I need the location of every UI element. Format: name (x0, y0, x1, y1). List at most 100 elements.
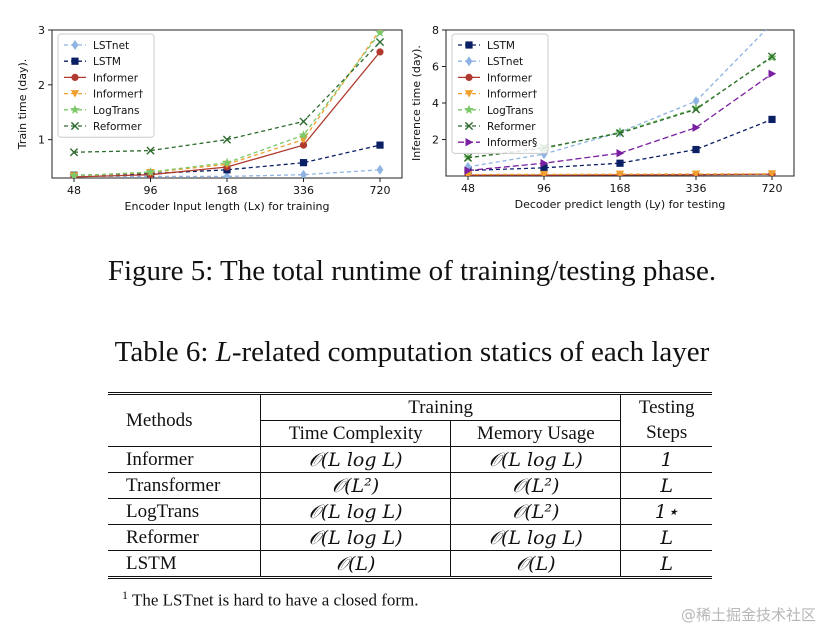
train-chart-data-point-stroke (375, 37, 385, 47)
inference-chart-legend-label: Informer§ (487, 137, 537, 149)
train-chart-legend-label: LSTM (93, 56, 121, 68)
cell-time-complexity: 𝒪(L²) (259, 472, 451, 499)
train-chart-data-point (375, 30, 385, 37)
inference-chart-y-tick-label: 2 (432, 134, 439, 147)
cell-method: Transformer (126, 474, 221, 496)
train-chart-legend-label: Informer† (93, 89, 143, 101)
train-chart-data-point (222, 135, 232, 144)
train-chart-x-label: Encoder Input length (Lx) for training (125, 200, 330, 213)
header-training: Training (259, 393, 621, 421)
inference-chart-legend-marker-stroke (464, 121, 474, 131)
train-chart-x-tick-label: 168 (217, 184, 238, 197)
inference-chart-data-point (768, 69, 777, 78)
train-chart-legend-marker (71, 73, 79, 81)
inference-chart-data-point (616, 148, 625, 158)
inference-chart-data-point (616, 159, 624, 167)
inference-chart-x-tick-label: 168 (610, 182, 631, 195)
train-chart-data-point-stroke (69, 148, 79, 157)
inference-chart-y-tick-label: 6 (432, 61, 439, 74)
inference-chart-data-point (464, 161, 472, 172)
train-chart-data-point (223, 171, 231, 178)
inference-chart-data-point (769, 19, 776, 29)
inference-chart-series-line (467, 118, 773, 172)
train-chart-series-line (74, 169, 381, 178)
table-row: LogTrans 𝒪(L log L) 𝒪(L²) 1⋆ (108, 498, 712, 525)
train-chart-legend-marker (70, 104, 80, 114)
inference-chart-series-line (467, 173, 773, 176)
train-chart-data-point (376, 141, 384, 149)
train-chart-data-point (298, 130, 309, 140)
inference-chart-legend-label: Reformer (487, 121, 536, 133)
inference-chart-data-point-stroke (691, 105, 701, 114)
inference-chart-legend-marker (464, 121, 474, 131)
train-chart-data-point (222, 157, 232, 167)
train-chart-legend-marker (71, 40, 79, 50)
inference-chart-legend-marker (465, 41, 473, 49)
inference-chart-legend-label: LSTM (487, 40, 515, 52)
train-chart-data-point (299, 117, 308, 126)
inference-chart-x-label: Decoder predict length (Ly) for testing (515, 198, 726, 211)
train-chart-data-point (299, 141, 308, 149)
inference-chart-y-tick-label: 4 (432, 97, 439, 110)
inference-chart-data-point (539, 170, 549, 176)
inference-chart-legend-marker (465, 73, 473, 81)
train-chart-y-tick-label: 3 (38, 24, 45, 37)
cell-steps: 1 (620, 446, 712, 473)
cell-steps: 1⋆ (620, 498, 712, 525)
inference-chart-data-point (691, 103, 701, 113)
table-caption: Table 6: L-related computation statics o… (114, 336, 710, 368)
train-chart-legend-marker-stroke (70, 121, 80, 131)
footnote-mark: 1 (122, 588, 128, 602)
inference-chart-legend-label: LogTrans (487, 105, 534, 117)
train-chart-legend-box (57, 33, 155, 138)
cell-memory-usage: 𝒪(L²) (450, 498, 621, 525)
figure-caption: Figure 5: The total runtime of training/… (107, 255, 717, 287)
cell-memory-usage: 𝒪(L²) (450, 472, 621, 499)
inference-chart-data-point (767, 170, 777, 176)
cell-method: Informer (126, 448, 194, 470)
cell-steps: L (620, 472, 712, 499)
inference-chart-data-point-stroke (615, 129, 625, 138)
header-time-complexity: Time Complexity (259, 420, 451, 447)
computation-table: Methods Training Testing Time Complexity… (108, 392, 712, 579)
train-chart-legend-label: Reformer (93, 121, 142, 133)
cell-time-complexity: 𝒪(L log L) (259, 524, 451, 551)
cell-memory-usage: 𝒪(L log L) (450, 524, 621, 551)
train-chart-data-point (375, 37, 385, 47)
train-chart: 48 96 168 336 720 1 2 3 Encoder Input length (Lx… (16, 24, 403, 213)
train-chart-data-point (69, 148, 79, 157)
inference-chart-data-point (768, 115, 776, 124)
train-chart-x-tick-label: 48 (67, 184, 81, 197)
inference-chart-data-point-stroke (767, 52, 777, 61)
inference-chart-legend-label: Informer (487, 72, 533, 84)
train-chart-y-tick-label: 2 (38, 79, 45, 92)
inference-chart-x-tick-label: 96 (537, 182, 551, 195)
train-chart-data-point (146, 146, 155, 155)
train-chart-data-point (69, 170, 79, 178)
inference-chart-x-tick-label: 336 (686, 182, 707, 195)
train-chart-data-point (299, 159, 308, 167)
train-chart-legend-marker (70, 121, 80, 131)
header-testing: Testing (620, 393, 712, 421)
inference-chart-x-tick-label: 48 (461, 182, 475, 195)
train-chart-legend-label: LSTnet (93, 40, 129, 52)
inference-chart-y-tick-label: 8 (432, 24, 439, 37)
train-chart-data-point (300, 169, 307, 178)
train-chart-x-tick-label: 96 (144, 184, 158, 197)
inference-chart-legend-marker (465, 138, 474, 147)
train-chart-x-tick-label: 720 (370, 184, 391, 197)
train-chart-y-tick-label: 1 (38, 134, 45, 147)
train-chart-y-label: Train time (day). (16, 59, 29, 151)
inference-chart-x-tick-label: 720 (762, 182, 783, 195)
inference-chart-data-point (615, 129, 625, 138)
train-chart-legend-marker (70, 90, 80, 98)
footnote-text: The LSTnet is hard to have a closed form… (131, 590, 419, 610)
table-row: Transformer 𝒪(L²) 𝒪(L²) L (108, 472, 712, 499)
inference-chart-data-point (463, 153, 473, 162)
cell-time-complexity: 𝒪(L log L) (259, 498, 451, 525)
train-chart-data-point-stroke (222, 135, 232, 144)
table-footnote: 1 The LSTnet is hard to have a closed fo… (122, 588, 419, 611)
inference-chart-data-point (692, 123, 701, 132)
cell-memory-usage: 𝒪(L) (450, 550, 621, 578)
cell-method: LogTrans (126, 500, 200, 522)
